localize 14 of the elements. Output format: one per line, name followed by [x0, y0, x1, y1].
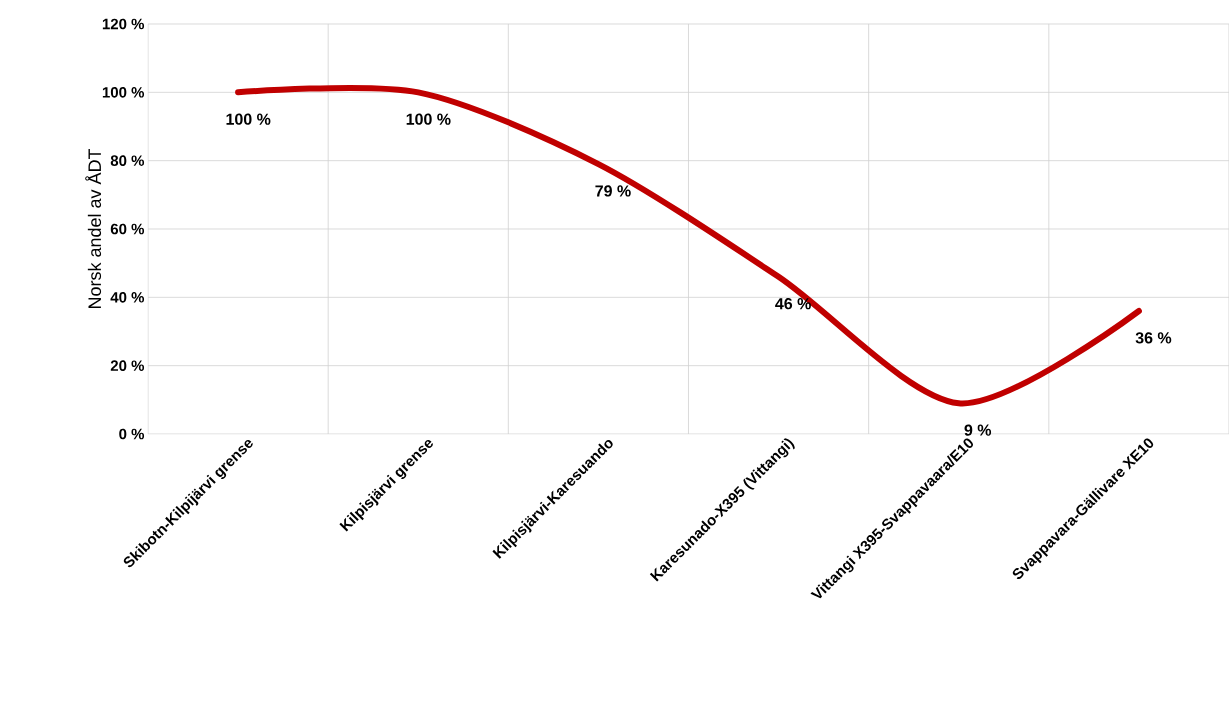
data-label: 100 % — [406, 113, 451, 125]
y-tick-label: 80 % — [110, 155, 145, 166]
y-tick-label: 120 % — [102, 18, 145, 30]
data-label: 36 % — [1135, 332, 1172, 344]
y-tick-label: 0 % — [119, 428, 145, 440]
y-axis-title: Norsk andel av ÅDT — [85, 148, 102, 309]
y-tick-label: 60 % — [110, 223, 145, 235]
data-label: 79 % — [595, 185, 631, 197]
y-tick-label: 40 % — [110, 292, 145, 303]
data-label: 9 % — [964, 424, 992, 436]
data-label: 46 % — [775, 298, 811, 310]
y-tick-label: 20 % — [110, 360, 145, 371]
data-label: 100 % — [226, 113, 271, 125]
y-tick-label: 100 % — [102, 87, 145, 98]
